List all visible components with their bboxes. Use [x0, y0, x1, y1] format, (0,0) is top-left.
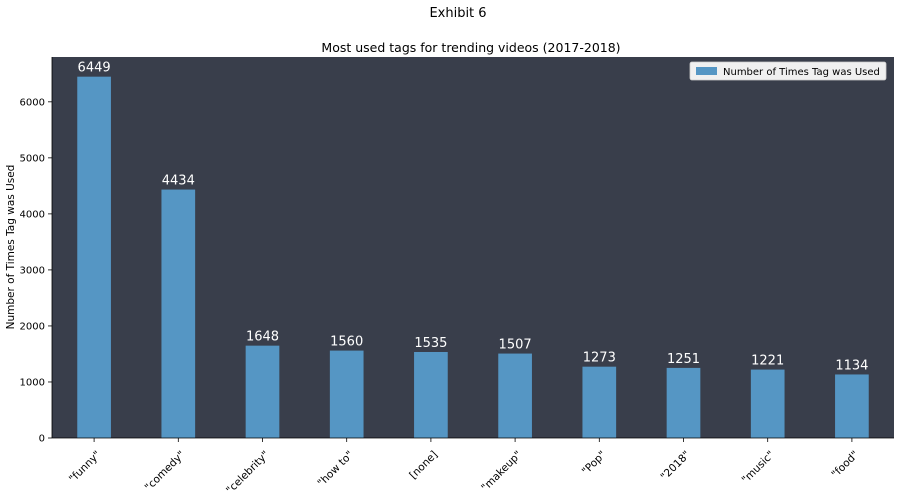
y-axis-label: Number of Times Tag was Used [5, 165, 17, 330]
y-tick-label: 0 [39, 434, 45, 445]
bar [750, 369, 785, 438]
y-tick-label: 4000 [20, 209, 45, 220]
y-axis: 0 1000 2000 3000 4000 5000 6000 [20, 57, 53, 445]
x-tick-label: "2018" [658, 449, 692, 483]
figure-suptitle: Exhibit 6 [429, 6, 486, 21]
x-tick-label: "Pop" [580, 449, 609, 478]
x-tick-label: "food" [829, 449, 861, 481]
bars-group [77, 76, 869, 438]
x-tick-label: "how to" [315, 449, 355, 489]
y-tick-label: 3000 [20, 265, 45, 276]
x-tick-label: "comedy" [143, 449, 188, 494]
bar [582, 366, 617, 438]
legend-swatch [696, 67, 717, 75]
bar-value-label: 1251 [667, 352, 700, 367]
data-labels-group: 6449 4434 1648 1560 1535 1507 1273 1251 1221 1134 [78, 61, 869, 374]
bar [245, 345, 280, 438]
legend: Number of Times Tag was Used [689, 61, 887, 81]
y-tick-label: 6000 [20, 97, 45, 108]
bar [161, 189, 196, 438]
x-axis: "funny" "comedy" "celebrity" "how to" [none]… [52, 437, 894, 496]
bar-value-label: 1560 [330, 335, 363, 350]
bar [498, 353, 532, 438]
chart-title: Most used tags for trending videos (2017… [321, 40, 620, 55]
y-tick-label: 1000 [20, 377, 45, 388]
x-tick-label: "celebrity" [224, 449, 272, 496]
x-tick-label: [none] [407, 449, 440, 482]
bar-value-label: 1134 [835, 358, 868, 373]
bar-value-label: 4434 [162, 174, 195, 189]
bar-value-label: 1535 [414, 336, 447, 351]
bar-value-label: 6449 [78, 61, 111, 76]
bar [666, 367, 701, 438]
bar-value-label: 1273 [583, 351, 616, 366]
bar [414, 351, 448, 438]
bar-value-label: 1507 [499, 338, 532, 353]
bar-value-label: 1648 [246, 330, 279, 345]
bar [835, 374, 869, 438]
legend-label: Number of Times Tag was Used [723, 67, 880, 78]
legend-box [689, 61, 887, 81]
x-tick-label: "makeup" [479, 449, 524, 494]
x-tick-label: "music" [740, 449, 777, 486]
bar [77, 76, 111, 438]
y-tick-label: 5000 [20, 153, 45, 164]
y-tick-label: 2000 [20, 321, 45, 332]
bar-value-label: 1221 [751, 354, 784, 369]
bar [329, 350, 364, 438]
x-tick-label: "funny" [67, 449, 103, 485]
